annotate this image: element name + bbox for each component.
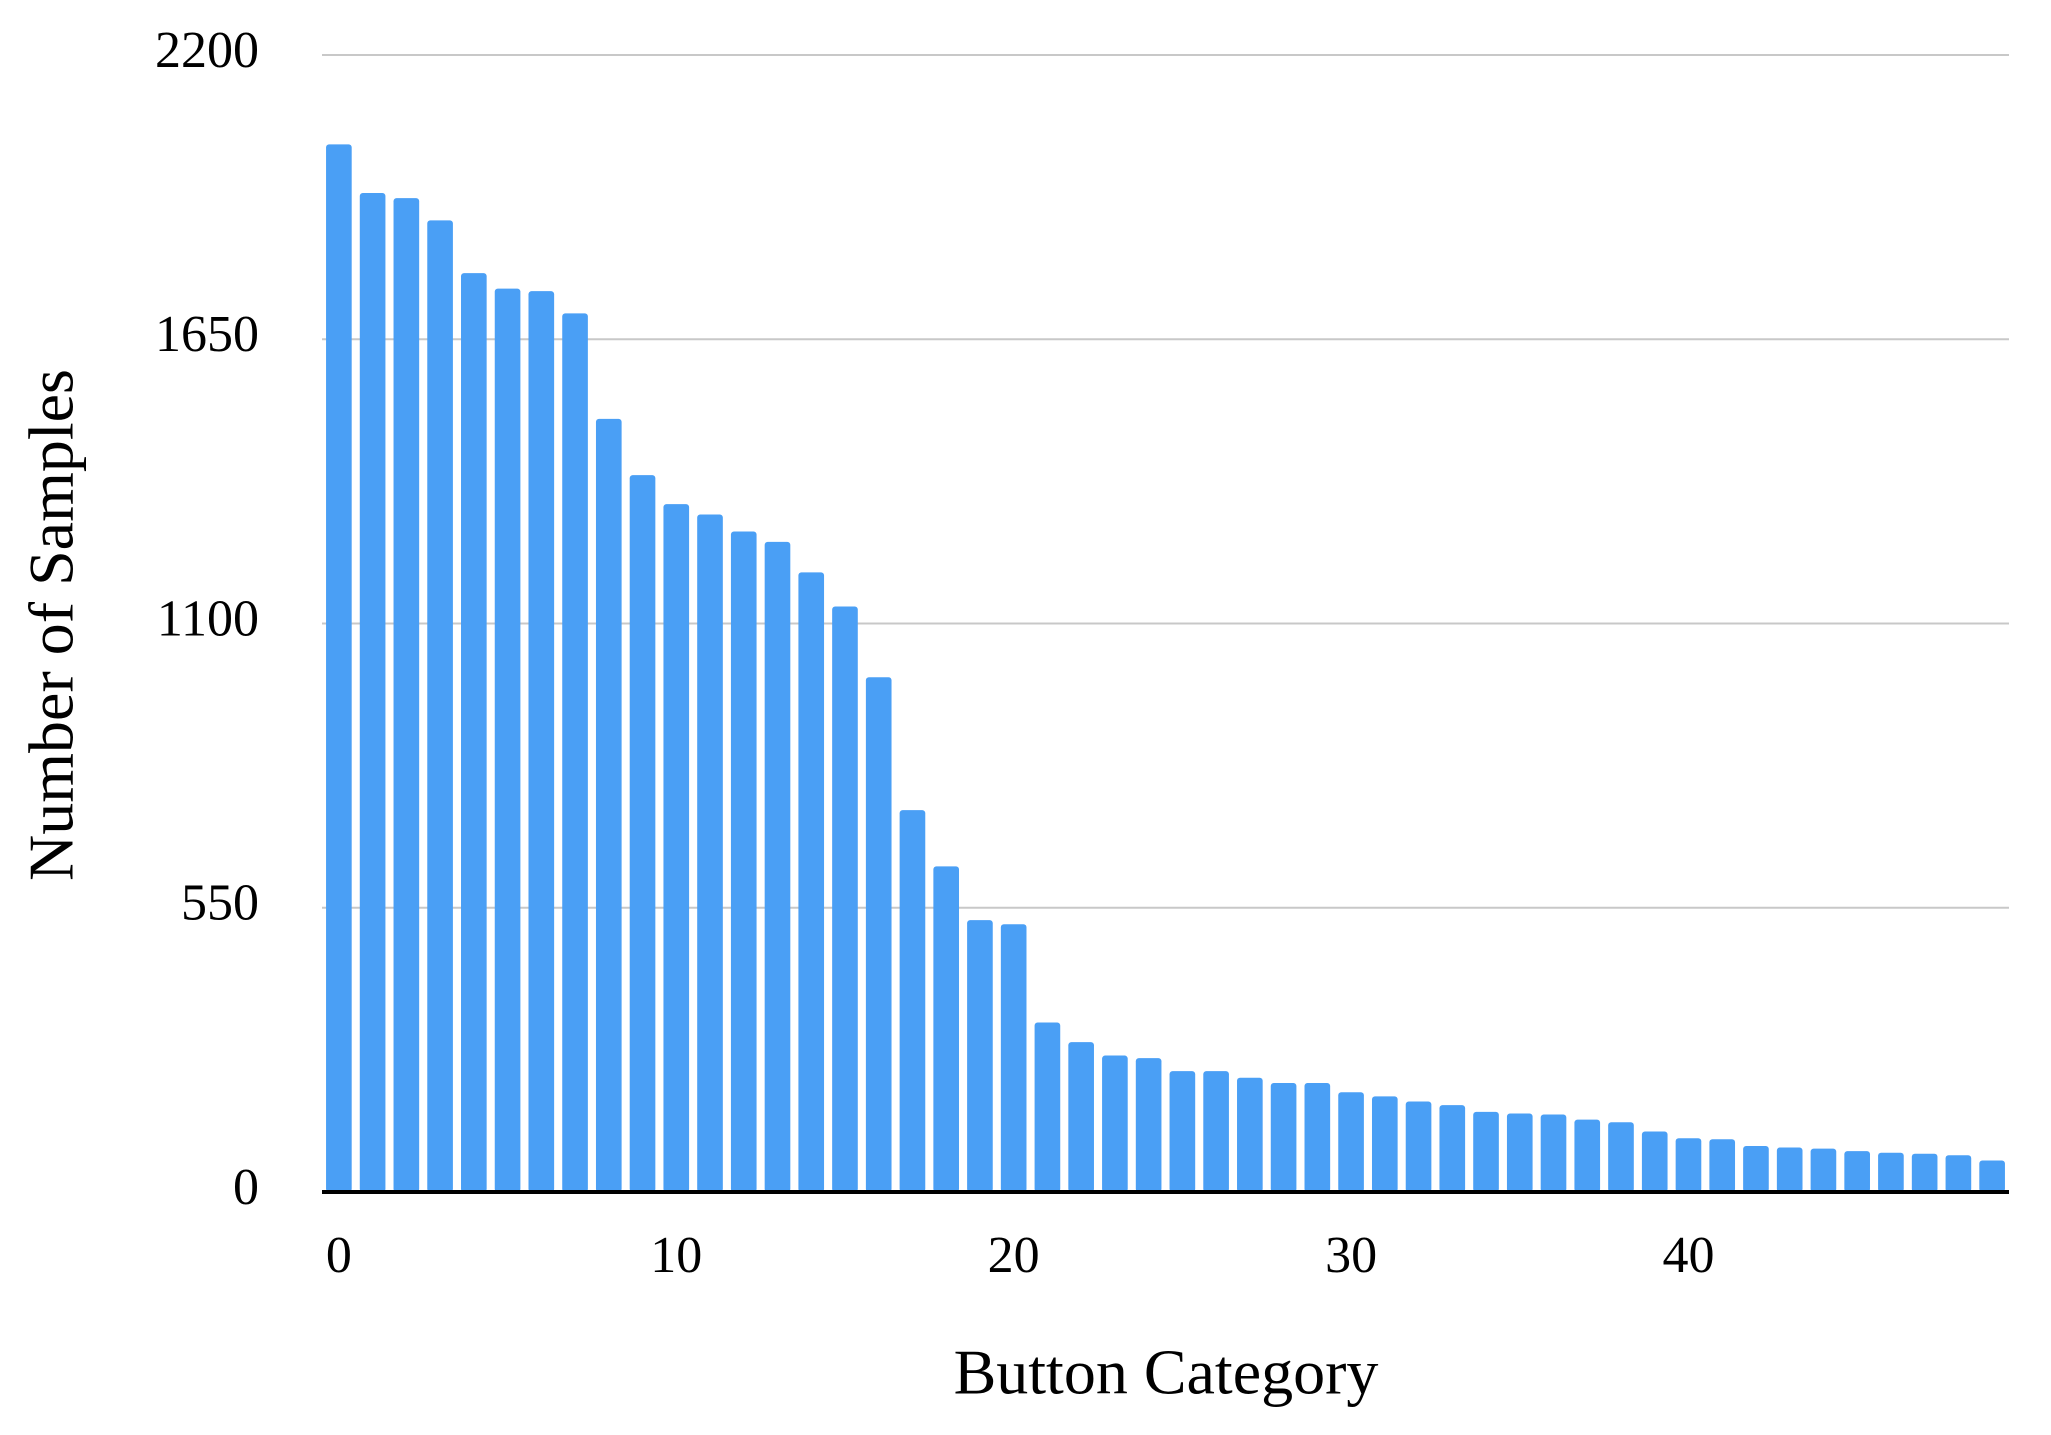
- bar: [326, 144, 352, 1192]
- y-tick-label: 2200: [155, 22, 259, 79]
- x-tick-label: 40: [1662, 1227, 1714, 1284]
- bar: [1169, 1071, 1196, 1192]
- bar: [663, 504, 690, 1192]
- bar: [595, 418, 622, 1193]
- bar: [1304, 1082, 1331, 1192]
- bar: [359, 192, 386, 1192]
- bar: [1574, 1119, 1601, 1192]
- bar: [798, 572, 825, 1192]
- bar: [1371, 1096, 1398, 1192]
- bar: [1878, 1152, 1904, 1192]
- bar: [1979, 1160, 2005, 1192]
- bar: [730, 531, 757, 1192]
- bar: [933, 866, 960, 1192]
- bar: [427, 220, 453, 1192]
- bar: [1810, 1148, 1837, 1192]
- bar: [1911, 1153, 1938, 1192]
- bar: [1135, 1058, 1162, 1192]
- bar: [1540, 1114, 1567, 1192]
- bar: [1844, 1151, 1870, 1192]
- y-tick-label: 550: [181, 875, 259, 932]
- bar: [629, 475, 656, 1192]
- x-tick-label: 20: [988, 1227, 1040, 1284]
- bar: [562, 313, 588, 1193]
- bar: [1405, 1101, 1432, 1192]
- bar: [1776, 1147, 1803, 1192]
- bar: [1102, 1055, 1128, 1192]
- bar: [1675, 1138, 1702, 1192]
- bar: [865, 677, 892, 1192]
- bar: [494, 288, 521, 1192]
- bar: [1743, 1146, 1769, 1192]
- bar: [393, 198, 420, 1192]
- bar: [1608, 1122, 1634, 1192]
- bar: [1203, 1071, 1229, 1192]
- y-tick-label: 1650: [155, 306, 259, 363]
- bar: [1034, 1022, 1061, 1192]
- bar: [1068, 1042, 1094, 1192]
- bar: [461, 273, 487, 1192]
- bar: [528, 291, 555, 1192]
- bar: [1945, 1155, 1972, 1192]
- bar: [1473, 1111, 1499, 1192]
- bar: [1641, 1131, 1668, 1192]
- bar: [967, 920, 993, 1192]
- bar: [1000, 924, 1027, 1192]
- bar: [697, 514, 723, 1192]
- bar: [764, 541, 791, 1192]
- x-tick-label: 0: [326, 1227, 352, 1284]
- bar: [1237, 1077, 1263, 1192]
- x-tick-label: 30: [1325, 1227, 1377, 1284]
- y-axis-title: Number of Samples: [16, 369, 87, 881]
- y-tick-label: 1100: [157, 590, 259, 647]
- x-axis-title: Button Category: [954, 1337, 1379, 1408]
- bar: [1506, 1113, 1533, 1192]
- bar: [1338, 1092, 1364, 1192]
- bar: [832, 606, 858, 1192]
- bar: [1270, 1082, 1297, 1192]
- bar: [899, 810, 926, 1192]
- x-tick-label: 10: [650, 1227, 702, 1284]
- bar: [1439, 1105, 1466, 1192]
- y-tick-label: 0: [233, 1159, 259, 1216]
- bar: [1709, 1139, 1736, 1192]
